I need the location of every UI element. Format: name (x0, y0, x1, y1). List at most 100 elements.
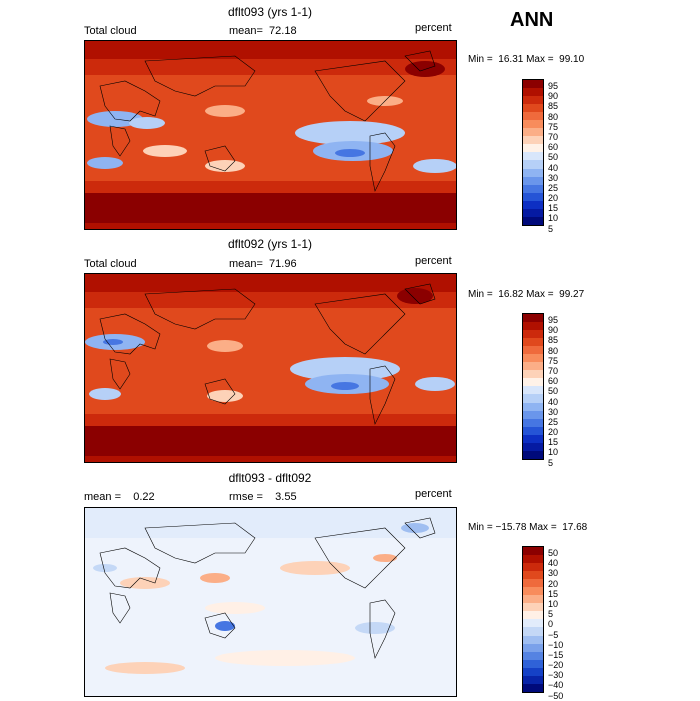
colorbar-swatch (523, 192, 543, 201)
panel3-colorbar (522, 546, 544, 693)
panel3-left-label: mean = 0.22 (84, 491, 155, 503)
panel2-mean-label: mean= 71.96 (229, 258, 297, 270)
colorbar-swatch (523, 603, 543, 612)
colorbar-swatch (523, 184, 543, 193)
colorbar-swatch (523, 120, 543, 129)
colorbar-swatch (523, 555, 543, 564)
colorbar-tick-label: 30 (548, 172, 559, 183)
colorbar-swatch (523, 442, 543, 451)
colorbar-tick-label: 25 (548, 182, 559, 193)
panel3-title: dflt093 - dflt092 (228, 471, 312, 485)
colorbar-swatch (523, 386, 543, 395)
colorbar-tick-label: −30 (548, 670, 564, 681)
panel2-title: dflt092 (yrs 1-1) (227, 237, 313, 251)
panel3-colorbar-labels: 50 40 30 20 15 10 5 0 −5 −10 −15 −20 −30 −40 −50 (548, 548, 563, 701)
colorbar-tick-label: 30 (548, 568, 559, 579)
colorbar-swatch (523, 330, 543, 339)
colorbar-swatch (523, 144, 543, 153)
panel2-left-label: Total cloud (84, 258, 137, 270)
colorbar-swatch (523, 563, 543, 572)
colorbar-swatch (523, 595, 543, 604)
panel2-map-svg (85, 274, 456, 462)
colorbar-tick-label: −40 (548, 680, 564, 691)
colorbar-tick-label: 70 (548, 365, 559, 376)
colorbar-swatch (523, 362, 543, 371)
colorbar-swatch (523, 434, 543, 443)
colorbar-swatch (523, 659, 543, 668)
colorbar-tick-label: 0 (548, 619, 554, 630)
colorbar-swatch (523, 579, 543, 588)
colorbar-tick-label: 15 (548, 437, 559, 448)
colorbar-swatch (523, 168, 543, 177)
colorbar-tick-label: 15 (548, 203, 559, 214)
panel1-minmax: Min = 16.31 Max = 99.10 (468, 54, 585, 65)
colorbar-tick-label: −10 (548, 639, 564, 650)
colorbar-swatch (523, 418, 543, 427)
colorbar-tick-label: 20 (548, 193, 559, 204)
colorbar-swatch (523, 611, 543, 620)
colorbar-tick-label: 95 (548, 315, 559, 325)
colorbar-tick-label: 15 (548, 588, 559, 599)
colorbar-tick-label: 5 (548, 223, 554, 234)
colorbar-swatch (523, 322, 543, 331)
colorbar-swatch (523, 176, 543, 185)
colorbar-swatch (523, 370, 543, 379)
colorbar-swatch (523, 587, 543, 596)
colorbar-swatch (523, 450, 543, 459)
colorbar-swatch (523, 394, 543, 403)
panel3-units: percent (415, 488, 452, 500)
colorbar-swatch (523, 571, 543, 580)
panel2-units: percent (415, 255, 452, 267)
panel2-colorbar-labels: 95 90 85 80 75 70 60 50 40 30 25 20 15 10 5 (548, 315, 558, 468)
colorbar-tick-label: 90 (548, 91, 559, 102)
colorbar-swatch (523, 378, 543, 387)
colorbar-tick-label: 50 (548, 152, 559, 163)
panel1-mean-label: mean= 72.18 (229, 25, 297, 37)
colorbar-swatch (523, 410, 543, 419)
colorbar-tick-label: 50 (548, 386, 559, 397)
colorbar-tick-label: 5 (548, 457, 554, 468)
colorbar-swatch (523, 216, 543, 225)
panel3-minmax: Min = −15.78 Max = 17.68 (468, 522, 588, 533)
colorbar-tick-label: −15 (548, 649, 564, 660)
panel1-units: percent (415, 22, 452, 34)
colorbar-swatch (523, 354, 543, 363)
colorbar-tick-label: 30 (548, 406, 559, 417)
colorbar-swatch (523, 402, 543, 411)
colorbar-tick-label: 25 (548, 416, 559, 427)
colorbar-swatch (523, 208, 543, 217)
colorbar-tick-label: 90 (548, 325, 559, 336)
colorbar-tick-label: 80 (548, 345, 559, 356)
colorbar-swatch (523, 651, 543, 660)
panel1-title: dflt093 (yrs 1-1) (227, 5, 313, 19)
colorbar-tick-label: 40 (548, 396, 559, 407)
colorbar-tick-label: 70 (548, 131, 559, 142)
colorbar-swatch (523, 104, 543, 113)
panel2-map (84, 273, 457, 463)
colorbar-tick-label: 85 (548, 101, 559, 112)
colorbar-swatch (523, 627, 543, 636)
panel2-minmax: Min = 16.82 Max = 99.27 (468, 289, 585, 300)
colorbar-swatch (523, 136, 543, 145)
colorbar-tick-label: 10 (548, 447, 559, 458)
panel3-mean-label: rmse = 3.55 (229, 491, 297, 503)
colorbar-tick-label: 95 (548, 81, 559, 91)
colorbar-swatch (523, 346, 543, 355)
colorbar-tick-label: 20 (548, 427, 559, 438)
colorbar-tick-label: 50 (548, 548, 559, 558)
panel1-colorbar-labels: 95 90 85 80 75 70 60 50 40 30 25 20 15 10 5 (548, 81, 558, 234)
colorbar-tick-label: 75 (548, 121, 559, 132)
colorbar-swatch (523, 643, 543, 652)
colorbar-swatch (523, 152, 543, 161)
panel1-map-svg (85, 41, 456, 229)
colorbar-swatch (523, 200, 543, 209)
colorbar-swatch (523, 675, 543, 684)
panel1-colorbar (522, 79, 544, 226)
colorbar-tick-label: −5 (548, 629, 559, 640)
colorbar-swatch (523, 547, 543, 556)
colorbar-swatch (523, 112, 543, 121)
panel3-map-svg (85, 508, 456, 696)
colorbar-swatch (523, 683, 543, 692)
colorbar-tick-label: 85 (548, 335, 559, 346)
colorbar-tick-label: 80 (548, 111, 559, 122)
